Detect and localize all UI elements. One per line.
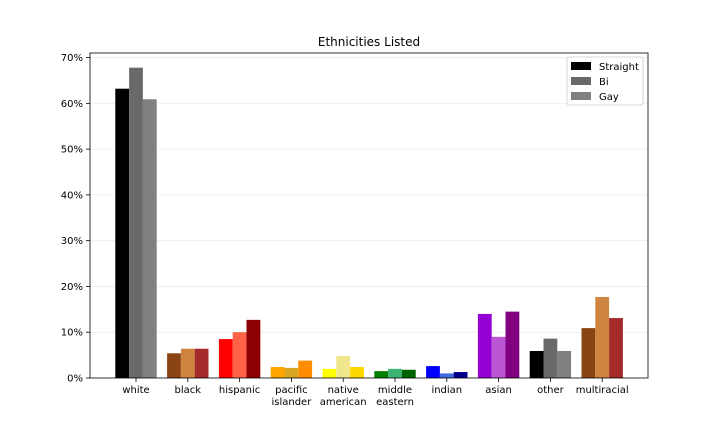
legend-swatch-straight	[571, 62, 591, 70]
bar-bi-pacific-islander	[284, 367, 299, 378]
bar-bi-hispanic	[232, 332, 247, 378]
y-tick-label: 30%	[61, 236, 83, 247]
chart-title: Ethnicities Listed	[318, 35, 420, 49]
x-tick-label: native american	[320, 385, 367, 408]
y-tick-label: 50%	[61, 145, 83, 156]
y-tick-label: 40%	[61, 190, 83, 201]
bar-straight-white	[115, 88, 130, 378]
bar-straight-hispanic	[218, 339, 233, 378]
bar-bi-other	[543, 338, 558, 378]
x-tick-label: black	[175, 385, 202, 396]
bar-straight-black	[167, 353, 181, 378]
legend-label-bi: Bi	[599, 77, 609, 88]
bar-bi-black	[180, 348, 195, 378]
x-tick-label: indian	[431, 385, 462, 396]
bar-straight-native-american	[322, 368, 337, 378]
bar-gay-native-american	[350, 367, 364, 378]
bar-straight-pacific-islander	[270, 367, 285, 378]
bar-gay-asian	[505, 311, 520, 378]
bar-gay-indian	[453, 372, 468, 378]
y-tick-label: 10%	[61, 328, 83, 339]
bar-bi-middle-eastern	[388, 368, 402, 378]
legend-label-straight: Straight	[599, 62, 639, 73]
bar-bi-asian	[491, 336, 506, 378]
bar-straight-asian	[477, 313, 492, 378]
legend: Straight Bi Gay	[566, 56, 644, 106]
bar-straight-multiracial	[581, 328, 596, 378]
grid	[90, 57, 648, 333]
bar-bi-native-american	[336, 356, 351, 378]
plot-frame	[89, 52, 649, 379]
bar-bi-multiracial	[595, 296, 610, 378]
y-tick-label: 0%	[67, 374, 83, 385]
x-tick-label: white	[122, 385, 149, 396]
bar-bi-indian	[439, 373, 454, 378]
y-tick-label: 20%	[61, 282, 83, 293]
legend-swatch-bi	[571, 77, 591, 85]
x-tick-label: hispanic	[219, 385, 260, 396]
bar-gay-hispanic	[246, 319, 261, 378]
bar-gay-pacific-islander	[298, 360, 313, 378]
legend-label-gay: Gay	[599, 92, 619, 103]
x-tick-label: pacific islander	[271, 385, 312, 408]
x-tick-label: multiracial	[576, 385, 629, 396]
bars	[115, 67, 623, 378]
x-tick-label: other	[537, 385, 565, 396]
bar-gay-white	[142, 99, 157, 378]
x-tick-label: middle eastern	[376, 385, 414, 408]
legend-swatch-gay	[571, 92, 591, 100]
bar-gay-other	[557, 350, 572, 378]
bar-straight-middle-eastern	[374, 371, 389, 378]
x-tick-label: asian	[485, 385, 512, 396]
bar-straight-indian	[426, 366, 440, 378]
bar-straight-other	[529, 350, 544, 378]
y-tick-label: 60%	[61, 99, 83, 110]
bar-gay-multiracial	[609, 318, 623, 378]
bar-gay-black	[194, 348, 209, 378]
y-tick-label: 70%	[61, 53, 83, 64]
axes: 0% 10% 20% 30% 40% 50% 60% 70% white black hispani…	[61, 52, 649, 408]
bar-bi-white	[129, 67, 143, 378]
bar-gay-middle-eastern	[401, 369, 416, 378]
